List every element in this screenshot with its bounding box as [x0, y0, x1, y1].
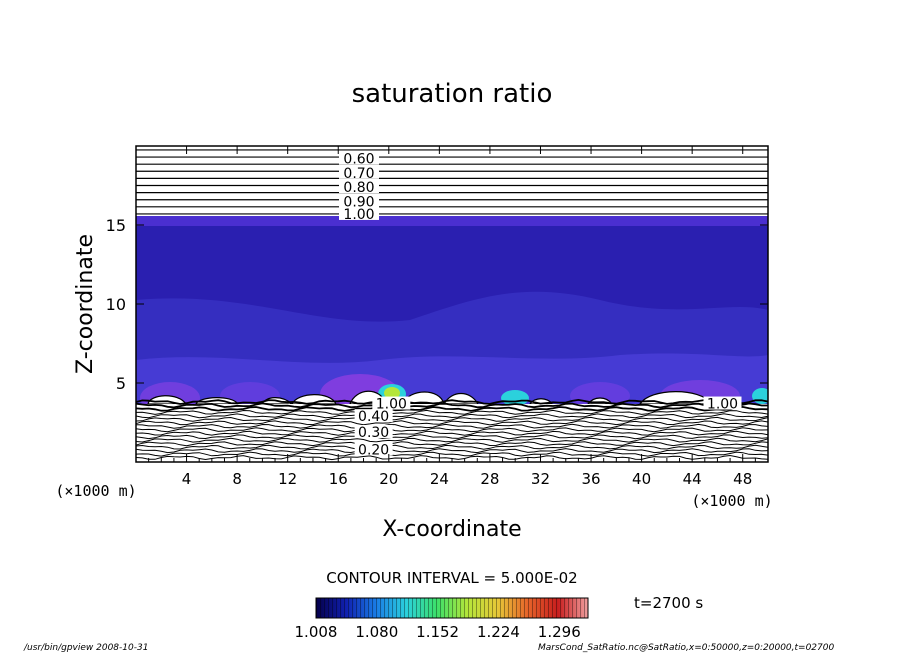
lower-contour-line [136, 423, 768, 429]
lower-contour-line [136, 427, 768, 433]
lower-contour-label: 1.00 [707, 397, 738, 413]
y-tick-label: 10 [106, 295, 126, 314]
colorbar-stripes [316, 598, 588, 618]
footer-left: /usr/bin/gpview 2008-10-31 [23, 643, 148, 653]
x-tick-label: 24 [430, 470, 449, 488]
plume-4-core [384, 387, 400, 399]
contour-field [136, 146, 768, 462]
colorbar-tick-label: 1.224 [477, 623, 520, 641]
upper-contour-lines [136, 149, 768, 215]
colorbar-ticks: 1.008 1.080 1.152 1.224 1.296 [295, 623, 581, 641]
plume-8 [752, 388, 768, 404]
colorbar-tick-label: 1.080 [355, 623, 398, 641]
x-tick-label: 48 [733, 470, 752, 488]
contour-label-bg [339, 180, 379, 194]
lower-contour-line [136, 434, 768, 440]
lower-contour-line [136, 409, 768, 415]
contour-label-bg [354, 442, 393, 456]
contour-label-bg [339, 206, 379, 220]
lower-contour-label: 0.30 [358, 425, 389, 441]
contour-label-bg [339, 151, 379, 165]
upper-contour-label: 0.60 [343, 152, 374, 168]
x-tick-label: 28 [480, 470, 499, 488]
lower-contour-line [136, 398, 768, 405]
lower-contour-line [136, 451, 768, 457]
x-tick-label: 8 [232, 470, 242, 488]
lower-contour-label: 0.40 [358, 409, 389, 425]
x-tick-label: 40 [632, 470, 651, 488]
contour-interval-label: CONTOUR INTERVAL = 5.000E-02 [326, 569, 577, 587]
upper-contour-label: 0.80 [343, 180, 374, 196]
y-tick-label: 5 [116, 374, 126, 393]
contour-label-bg [354, 409, 393, 423]
x-tick-label: 32 [531, 470, 550, 488]
lower-contour-line [136, 413, 768, 419]
x-unit-label: (×1000 m) [691, 492, 772, 510]
colorbar-tick-label: 1.296 [538, 623, 581, 641]
upper-contour-label: 1.00 [343, 207, 374, 223]
contour-labels: 0.600.700.800.901.001.000.400.300.201.00 [339, 151, 742, 458]
colorbar-tick-label: 1.008 [295, 623, 338, 641]
lower-contour-line [136, 448, 768, 454]
chart-title: saturation ratio [352, 79, 553, 109]
x-tick-label: 20 [379, 470, 398, 488]
footer-right: MarsCond_SatRatio.nc@SatRatio,x=0:50000,… [538, 643, 834, 653]
colorbar-tick-label: 1.152 [416, 623, 459, 641]
x-tick-label: 12 [278, 470, 297, 488]
contour-label-bg [339, 194, 379, 208]
lower-contour-line [136, 420, 768, 426]
upper-contour-label: 0.90 [343, 194, 374, 210]
x-axis-label: X-coordinate [382, 517, 521, 542]
y-axis: 5 10 15 [106, 216, 768, 393]
lower-contour-line [136, 441, 768, 447]
lower-contour-line [136, 416, 768, 422]
y-axis-label: Z-coordinate [73, 234, 98, 374]
time-label: t=2700 s [634, 594, 703, 612]
x-tick-label: 4 [182, 470, 192, 488]
y-unit-label: (×1000 m) [55, 482, 136, 500]
lower-contour-lines [136, 398, 768, 461]
x-tick-label: 16 [329, 470, 348, 488]
contour-label-bg [339, 165, 379, 179]
lower-contour-label: 1.00 [376, 397, 407, 413]
x-axis: 4 8 12 16 20 24 28 32 36 40 44 48 [148, 146, 756, 488]
lower-contour-line [136, 444, 768, 450]
lower-contour-line [136, 430, 768, 436]
y-tick-label: 15 [106, 216, 126, 235]
upper-contour-label: 0.70 [343, 166, 374, 182]
lower-contour-line [136, 405, 768, 412]
lower-contour-line [136, 402, 768, 409]
upper-white-region [136, 146, 768, 216]
x-tick-label: 44 [683, 470, 702, 488]
lower-contour-label: 0.20 [358, 442, 389, 458]
contour-label-bg [354, 424, 393, 438]
lower-contour-line [136, 437, 768, 443]
contour-label-bg [703, 396, 742, 410]
x-tick-label: 36 [581, 470, 600, 488]
contour-label-bg [372, 396, 411, 410]
field-top-band [136, 216, 768, 226]
